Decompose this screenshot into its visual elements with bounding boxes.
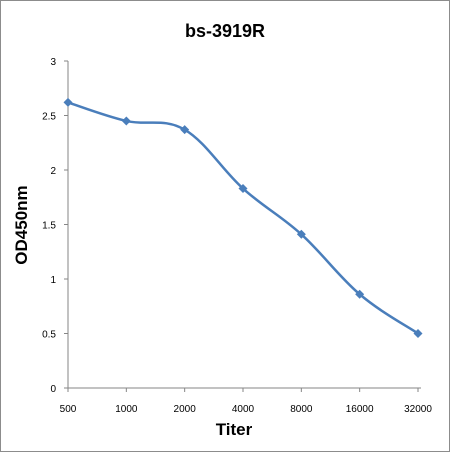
- y-tick-label: 1.5: [42, 221, 56, 232]
- data-point: [121, 116, 131, 126]
- y-tick-label: 1: [50, 275, 56, 286]
- data-point: [63, 97, 73, 107]
- x-tick-label: 4000: [232, 404, 255, 415]
- data-markers: [63, 97, 423, 338]
- x-tick-label: 32000: [404, 404, 432, 415]
- x-tick-label: 500: [60, 404, 77, 415]
- y-ticks: 0 0.5 1 1.5 2 2.5 3: [42, 57, 68, 395]
- x-tick-label: 1000: [115, 404, 138, 415]
- y-tick-label: 2.5: [42, 112, 56, 123]
- series-line: [66, 101, 420, 335]
- data-point: [238, 184, 248, 194]
- data-point: [296, 229, 306, 239]
- x-ticks: 500 1000 2000 4000 8000 16000 32000: [60, 388, 432, 415]
- axes: 0 0.5 1 1.5 2 2.5 3 500 1000 2000 4000 8000 16000 32…: [42, 57, 432, 415]
- x-tick-label: 16000: [346, 404, 374, 415]
- data-point: [355, 289, 365, 299]
- y-tick-label: 2: [50, 166, 56, 177]
- y-axis-title: OD450nm: [12, 185, 31, 264]
- data-point: [413, 329, 423, 338]
- y-tick-label: 3: [50, 57, 56, 68]
- y-tick-label: 0: [50, 384, 56, 395]
- x-axis-title: Titer: [216, 420, 253, 439]
- data-point: [180, 125, 190, 135]
- x-tick-label: 8000: [290, 404, 313, 415]
- x-tick-label: 2000: [174, 404, 197, 415]
- chart-title: bs-3919R: [184, 21, 266, 41]
- y-tick-label: 0.5: [42, 330, 56, 341]
